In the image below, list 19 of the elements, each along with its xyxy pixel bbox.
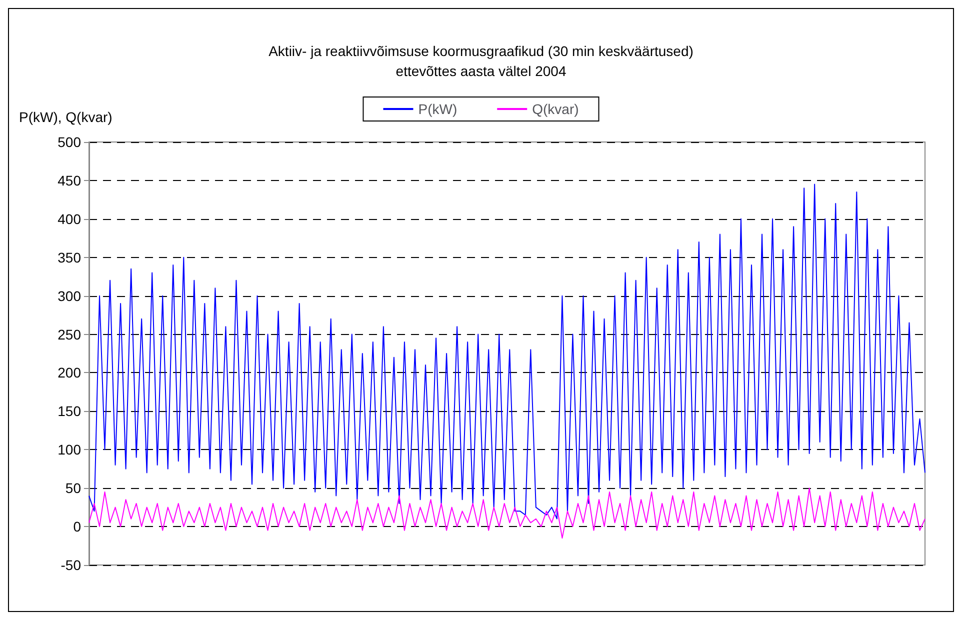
- chart-subtitle: ettevõttes aasta vältel 2004: [396, 63, 566, 79]
- y-tick-label: 200: [58, 364, 82, 381]
- y-axis-title: P(kW), Q(kvar): [19, 109, 112, 125]
- y-tick-label: 350: [58, 249, 82, 266]
- line-series: [88, 488, 926, 539]
- line-series: [88, 184, 926, 520]
- legend-label: P(kW): [418, 101, 458, 117]
- chart-title: Aktiiv- ja reaktiivvõimsuse koormusgraafikud (30 min keskväärtused): [268, 43, 694, 59]
- y-tick-label: 100: [58, 442, 82, 458]
- y-tick-label: 500: [58, 134, 82, 150]
- y-tick-label: 150: [58, 403, 82, 420]
- y-tick-label: 250: [58, 326, 82, 342]
- y-tick-label: 400: [58, 210, 82, 227]
- y-tick-label: 0: [73, 518, 82, 535]
- y-tick-label: 50: [65, 480, 82, 496]
- y-tick-label: 300: [58, 288, 82, 304]
- y-tick-label: -50: [60, 557, 82, 573]
- y-tick-label: 450: [58, 172, 82, 188]
- legend-label: Q(kvar): [532, 101, 579, 117]
